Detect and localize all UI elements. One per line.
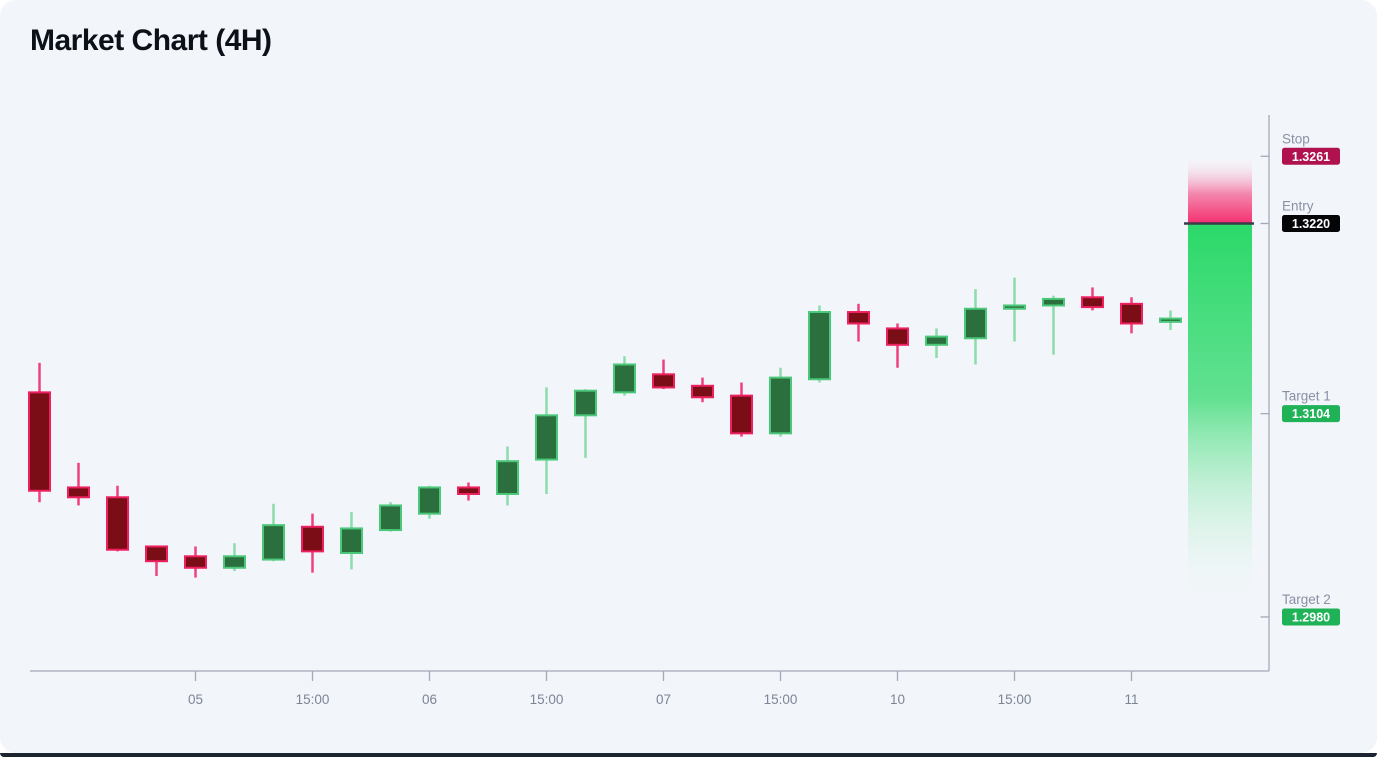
candle-bullish — [1003, 277, 1026, 342]
candle-bearish — [1120, 297, 1143, 334]
level-badge-target1 — [1282, 405, 1340, 423]
candle-body — [223, 555, 246, 569]
level-value-entry: 1.3220 — [1292, 217, 1330, 231]
candle-body — [145, 545, 168, 563]
level-badge-target2 — [1282, 608, 1340, 626]
candle-bullish — [496, 446, 519, 506]
candle-bearish — [652, 359, 675, 390]
candle-bearish — [67, 462, 90, 506]
candle-body — [808, 311, 831, 381]
candle-body — [769, 376, 792, 435]
x-axis-tick-label: 06 — [422, 692, 437, 707]
candle-bullish — [613, 356, 636, 396]
candle-bullish — [223, 543, 246, 572]
candle-bullish — [574, 389, 597, 458]
level-value-stop: 1.3261 — [1292, 150, 1330, 164]
candle-body — [613, 363, 636, 394]
candle-bullish — [769, 367, 792, 437]
reward-zone — [1188, 223, 1252, 613]
level-badge-entry — [1282, 215, 1340, 232]
level-value-target2: 1.2980 — [1292, 610, 1330, 624]
candle-bearish — [886, 323, 909, 368]
bottom-divider — [0, 753, 1377, 757]
candle-body — [262, 524, 285, 561]
risk-zone — [1188, 156, 1252, 224]
candle-bearish — [691, 377, 714, 403]
level-label-target2: Target 2 — [1282, 592, 1331, 607]
candle-body — [379, 504, 402, 532]
candle-body — [730, 394, 753, 435]
candle-body — [184, 555, 207, 569]
candle-body — [1042, 297, 1065, 307]
x-axis-tick-label: 10 — [890, 692, 905, 707]
candle-body — [1081, 296, 1104, 309]
candle-body — [340, 527, 363, 555]
candle-body — [886, 327, 909, 346]
x-axis-tick-label: 15:00 — [296, 692, 330, 707]
candle-bullish — [340, 512, 363, 570]
level-label-stop: Stop — [1282, 131, 1310, 146]
candle-bullish — [535, 387, 558, 494]
candle-body — [1003, 304, 1026, 310]
candle-body — [925, 335, 948, 346]
x-axis-tick-label: 05 — [188, 692, 203, 707]
x-axis-tick-label: 11 — [1124, 692, 1138, 707]
candle-bullish — [418, 485, 441, 519]
page-title: Market Chart (4H) — [30, 24, 272, 57]
candle-bearish — [1081, 287, 1104, 311]
candle-bearish — [145, 545, 168, 576]
candle-bearish — [301, 513, 324, 573]
candle-body — [457, 486, 480, 495]
x-axis-tick-label: 15:00 — [764, 692, 798, 707]
candle-body — [964, 307, 987, 340]
candle-bearish — [184, 546, 207, 578]
candle-body — [1159, 317, 1182, 323]
candle-body — [301, 525, 324, 553]
candle-bullish — [1159, 310, 1182, 331]
candle-bullish — [262, 503, 285, 562]
candle-body — [496, 460, 519, 495]
candle-bearish — [106, 485, 129, 552]
level-label-target1: Target 1 — [1282, 389, 1331, 404]
candle-bearish — [730, 382, 753, 437]
candle-bearish — [28, 362, 51, 503]
level-label-entry: Entry — [1282, 199, 1314, 214]
candle-body — [574, 389, 597, 417]
level-value-target1: 1.3104 — [1292, 407, 1330, 421]
x-axis-tick-label: 15:00 — [998, 692, 1032, 707]
candle-body — [67, 486, 90, 499]
x-axis-tick-label: 15:00 — [530, 692, 564, 707]
level-badge-stop — [1282, 147, 1340, 165]
candle-body — [418, 486, 441, 515]
candle-body — [1120, 302, 1143, 325]
candle-bearish — [457, 482, 480, 501]
x-axis-tick-label: 07 — [656, 692, 671, 707]
candle-body — [652, 373, 675, 389]
candle-body — [691, 384, 714, 399]
candle-bullish — [379, 502, 402, 532]
candle-bullish — [808, 305, 831, 383]
candle-body — [106, 496, 129, 551]
candle-bullish — [1042, 295, 1065, 355]
candle-bullish — [964, 289, 987, 365]
candle-bearish — [847, 303, 870, 342]
candle-bullish — [925, 328, 948, 358]
candle-body — [847, 311, 870, 325]
candle-body — [28, 391, 51, 492]
candle-body — [535, 414, 558, 461]
